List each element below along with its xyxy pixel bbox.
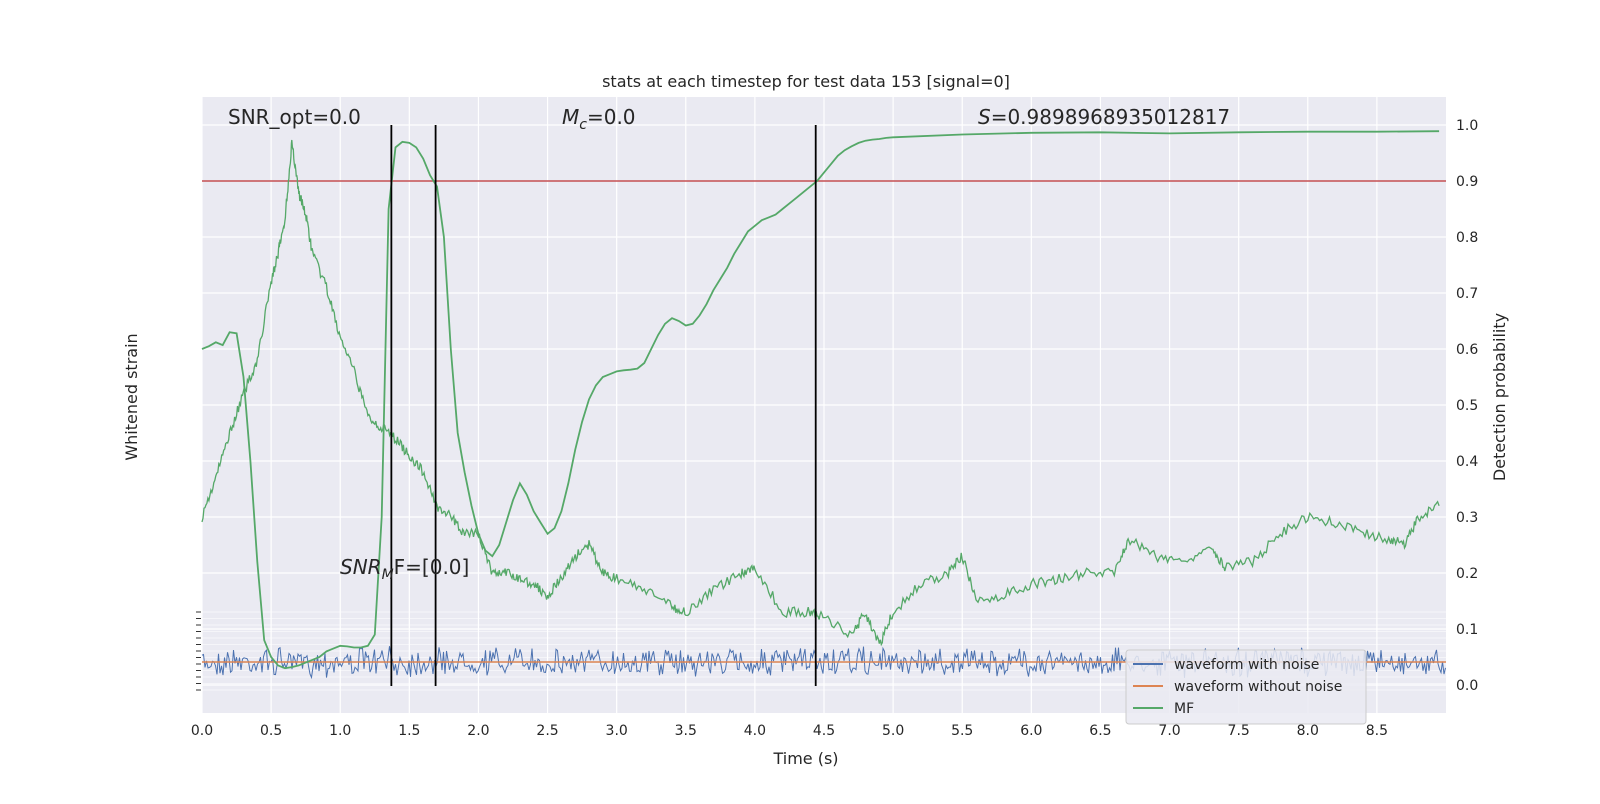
y-axis-label-right: Detection probability [1490,313,1509,481]
x-axis-label: Time (s) [772,749,838,768]
legend-box [1125,649,1367,725]
chart-title: stats at each timestep for test data 153… [602,72,1010,91]
annotation-s-symbol: S [978,105,991,129]
y-tick-label: 0.5 [1456,398,1478,414]
x-tick-label: 1.0 [329,723,351,739]
y-tick-label: 0.3 [1456,510,1478,526]
x-tick-label: 4.5 [813,723,835,739]
y-axis-label-left: Whitened strain [122,333,141,460]
x-tick-label: 5.5 [951,723,973,739]
annotation-snr-mf-value: F=[0.0] [394,555,470,579]
annotation-mc-value: =0.0 [587,105,636,129]
annotation-chirp-mass: Mc=0.0 [562,105,636,133]
x-tick-label: 3.0 [606,723,628,739]
y-tick-label: 0.8 [1456,230,1478,246]
y-tick-label: 0.0 [1456,678,1478,694]
x-tick-label: 4.0 [744,723,766,739]
x-tick-label: 7.0 [1158,723,1180,739]
legend-label-clean: waveform without noise [1174,679,1342,695]
x-tick-label: 1.5 [398,723,420,739]
x-tick-label: 2.0 [467,723,489,739]
y-tick-label: 0.6 [1456,342,1478,358]
x-tick-label: 0.5 [260,723,282,739]
y-tick-label: 0.1 [1456,622,1478,638]
annotation-score: S=0.9898968935012817 [978,105,1230,129]
annotation-snr-mf: SNRMF=[0.0] [340,555,469,583]
mf-strain-trace-line [201,139,1440,647]
legend-label-noisy: waveform with noise [1174,657,1319,673]
waveform-with-noise-line [201,646,1446,680]
x-tick-label: 7.5 [1228,723,1250,739]
y-tick-label: 0.7 [1456,286,1478,302]
x-tick-label: 3.5 [675,723,697,739]
y-tick-label: 0.2 [1456,566,1478,582]
x-tick-label: 8.5 [1366,723,1388,739]
x-tick-label: 8.0 [1297,723,1319,739]
annotation-snr-mf-subscript: M [382,567,394,583]
annotation-mc-subscript: c [579,117,587,133]
vertical-markers [390,125,817,686]
x-tick-label: 0.0 [191,723,213,739]
annotation-snr-mf-symbol: SNR [340,555,382,579]
x-tick-label: 6.5 [1089,723,1111,739]
y-tick-label: 0.4 [1456,454,1478,470]
legend-label-mf: MF [1174,701,1194,717]
series-lines [201,130,1440,670]
y-tick-label: 1.0 [1456,118,1478,134]
x-tick-label: 5.0 [882,723,904,739]
legend: waveform with noise waveform without noi… [1125,649,1367,725]
mf-probability-line [201,130,1440,670]
y-axis-ticks-right: 0.0 0.1 0.2 0.3 0.4 0.5 0.6 0.7 0.8 0.9 1.0 [1456,118,1478,694]
x-tick-label: 6.0 [1020,723,1042,739]
annotation-s-value: =0.9898968935012817 [991,105,1230,129]
x-axis-ticks: 0.0 0.5 1.0 1.5 2.0 2.5 3.0 3.5 4.0 4.5 5.0 5.5 6.0 6… [191,723,1388,739]
annotation-snr-opt: SNR_opt=0.0 [228,105,361,129]
x-tick-label: 2.5 [536,723,558,739]
annotation-mc-symbol: M [562,105,579,129]
y-tick-label: 0.9 [1456,174,1478,190]
